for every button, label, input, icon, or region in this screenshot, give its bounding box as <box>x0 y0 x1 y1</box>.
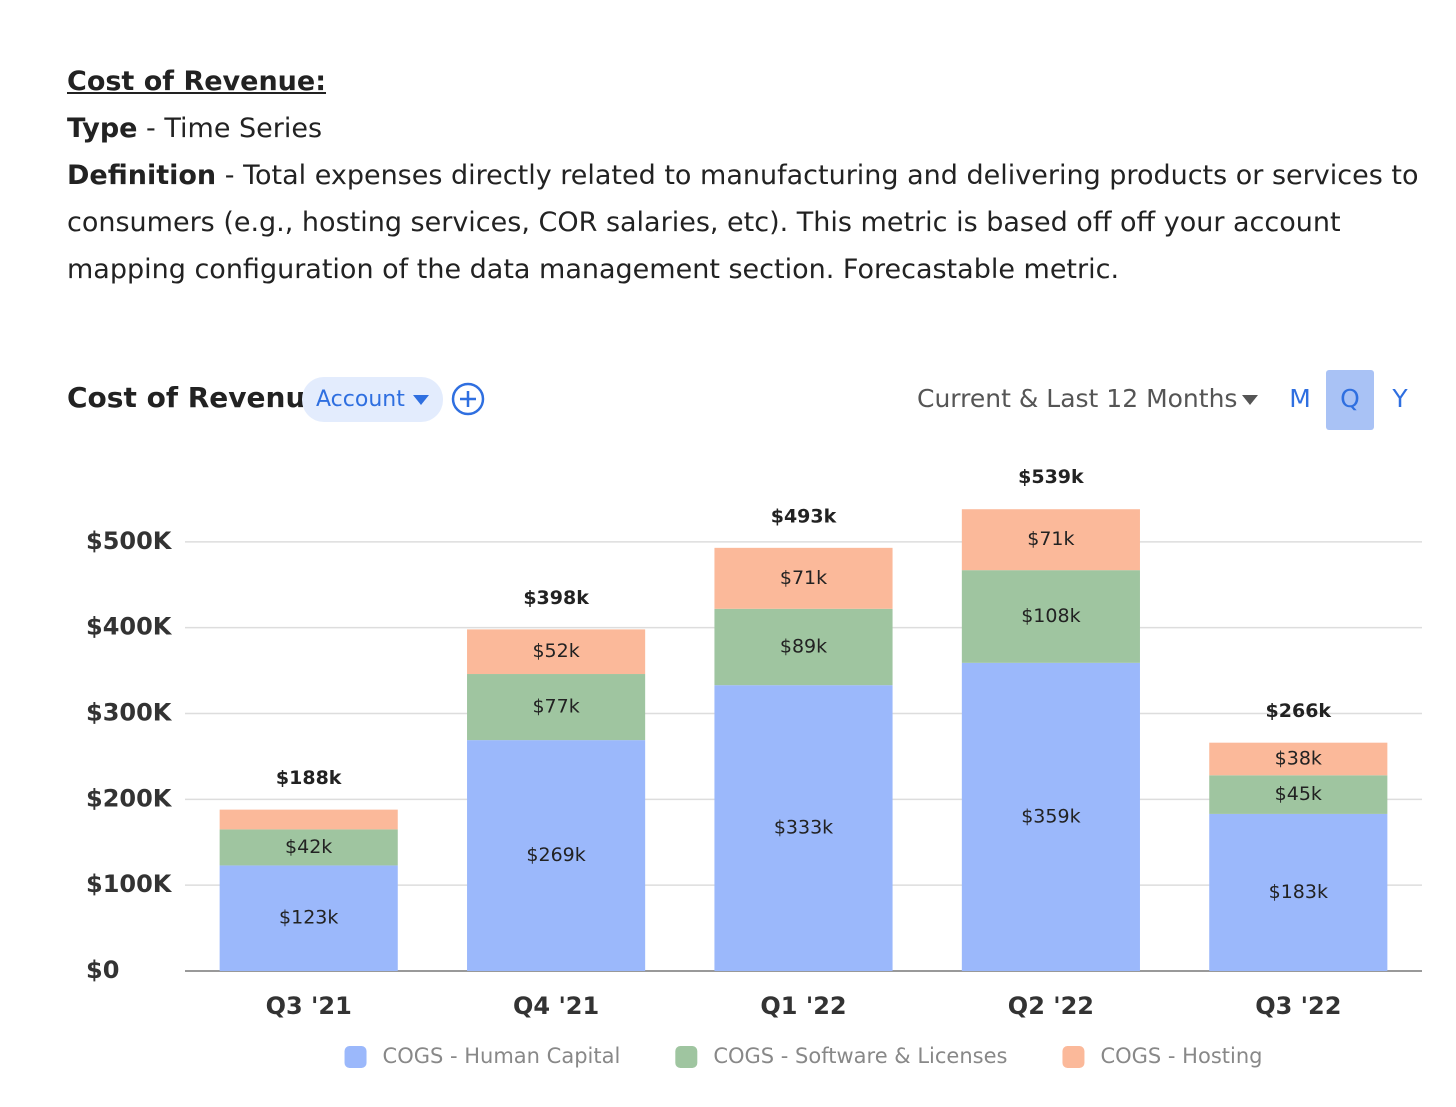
bar-segment <box>467 740 646 971</box>
value-label: $52k <box>532 640 579 662</box>
x-tick-label: Q2 '22 <box>1008 992 1094 1020</box>
value-label: $42k <box>285 836 332 858</box>
total-label: $539k <box>1018 466 1084 488</box>
total-label: $266k <box>1266 700 1332 722</box>
x-tick-label: Q3 '21 <box>266 992 352 1020</box>
total-label: $493k <box>771 505 837 527</box>
value-label: $71k <box>1027 528 1074 550</box>
definition-value: - Total expenses directly related to man… <box>67 160 1419 285</box>
period-selected <box>1326 370 1374 430</box>
bar-segment <box>714 685 893 971</box>
value-label: $333k <box>774 817 833 839</box>
legend-label: COGS - Software & Licenses <box>713 1044 1007 1068</box>
account-dropdown[interactable] <box>302 377 443 422</box>
legend-swatch <box>1062 1046 1085 1068</box>
metric-description: Cost of Revenue: Type - Time Series Defi… <box>67 58 1427 293</box>
add-icon <box>460 391 476 407</box>
range-arrow <box>1242 395 1258 405</box>
add-button[interactable] <box>451 382 485 416</box>
y-tick-label: $400K <box>86 613 173 641</box>
total-label: $398k <box>523 587 589 609</box>
type-label: Type <box>67 113 138 144</box>
bar-segment <box>1209 775 1388 814</box>
type-row: Type - Time Series <box>67 105 1427 152</box>
bar-segment <box>219 865 398 971</box>
definition-label: Definition <box>67 160 217 191</box>
value-label: $45k <box>1275 783 1322 805</box>
y-tick-label: $500K <box>86 527 173 555</box>
value-label: $183k <box>1269 881 1328 903</box>
y-tick-label: $300K <box>86 699 173 727</box>
legend-swatch <box>675 1046 698 1068</box>
value-label: $89k <box>780 635 827 657</box>
bar-segment <box>1209 742 1388 776</box>
bar-segment <box>467 674 646 741</box>
chart-title: Cost of Revenue <box>67 381 324 414</box>
legend-label: COGS - Hosting <box>1100 1044 1262 1068</box>
y-tick-label: $200K <box>86 784 173 812</box>
y-tick-label: $0 <box>86 956 119 984</box>
bar-segment <box>714 608 893 686</box>
bar-segment <box>961 509 1140 571</box>
value-label: $359k <box>1021 805 1080 827</box>
y-tick-label: $100K <box>86 870 173 898</box>
value-label: $108k <box>1021 605 1080 627</box>
value-label: $123k <box>279 907 338 929</box>
range-dropdown[interactable]: Current & Last 12 Months <box>917 384 1237 413</box>
value-label: $269k <box>526 844 585 866</box>
bar-segment <box>219 829 398 866</box>
period-button[interactable]: Y <box>1391 384 1408 413</box>
total-label: $188k <box>276 767 342 789</box>
period-button[interactable]: M <box>1289 384 1311 413</box>
account-label[interactable]: Account <box>316 387 405 412</box>
legend-label: COGS - Human Capital <box>383 1044 621 1068</box>
type-value: - Time Series <box>137 113 323 144</box>
x-tick-label: Q1 '22 <box>760 992 846 1020</box>
bar-segment <box>467 629 646 675</box>
dropdown-arrow <box>413 395 429 405</box>
definition-row: Definition - Total expenses directly rel… <box>67 152 1427 293</box>
bar-segment <box>1209 813 1388 971</box>
bar-segment <box>961 662 1140 971</box>
value-label: $71k <box>780 567 827 589</box>
legend-swatch <box>344 1046 367 1068</box>
bar-segment <box>714 547 893 609</box>
period-button[interactable]: Q <box>1340 384 1360 413</box>
x-tick-label: Q3 '22 <box>1255 992 1341 1020</box>
value-label: $38k <box>1275 747 1322 769</box>
metric-title: Cost of Revenue: <box>67 66 327 97</box>
bar-segment <box>219 809 398 830</box>
bar-segment <box>961 570 1140 663</box>
value-label: $77k <box>532 696 579 718</box>
x-tick-label: Q4 '21 <box>513 992 599 1020</box>
